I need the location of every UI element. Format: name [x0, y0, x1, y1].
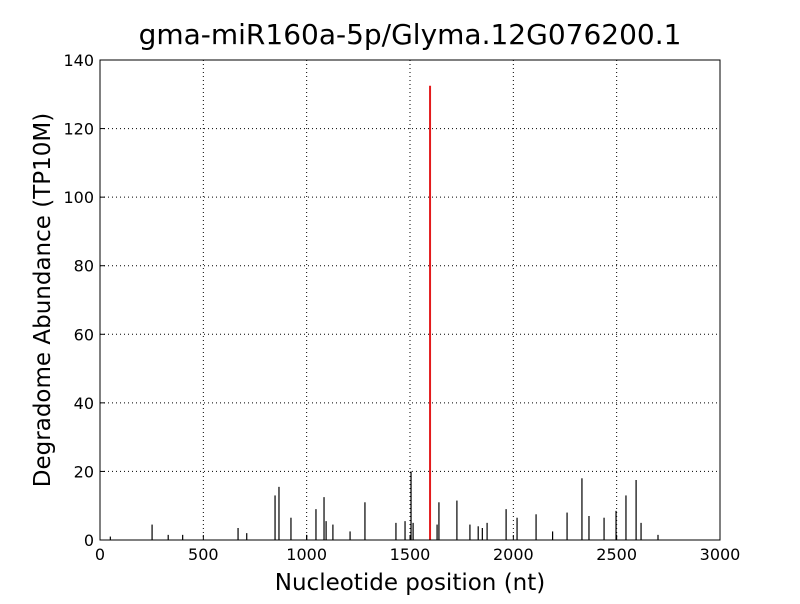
chart-title: gma-miR160a-5p/Glyma.12G076200.1 [139, 18, 682, 51]
y-tick-label: 140 [63, 51, 94, 70]
plot-frame [99, 59, 721, 541]
x-tick-label: 0 [95, 545, 105, 564]
x-tick-label: 1000 [286, 545, 327, 564]
x-tick-label: 500 [188, 545, 219, 564]
x-tick-label: 2000 [493, 545, 534, 564]
y-tick-label: 40 [74, 394, 94, 413]
y-tick-label: 80 [74, 257, 94, 276]
y-tick-label: 100 [63, 188, 94, 207]
y-tick-label: 20 [74, 462, 94, 481]
x-tick-label: 2500 [596, 545, 637, 564]
y-tick-label: 60 [74, 325, 94, 344]
y-axis-label: Degradome Abundance (TP10M) [30, 113, 56, 487]
x-tick-label: 1500 [390, 545, 431, 564]
x-tick-label: 3000 [700, 545, 741, 564]
y-tick-label: 120 [63, 120, 94, 139]
x-axis-label: Nucleotide position (nt) [275, 570, 545, 596]
y-tick-label: 0 [84, 531, 94, 550]
